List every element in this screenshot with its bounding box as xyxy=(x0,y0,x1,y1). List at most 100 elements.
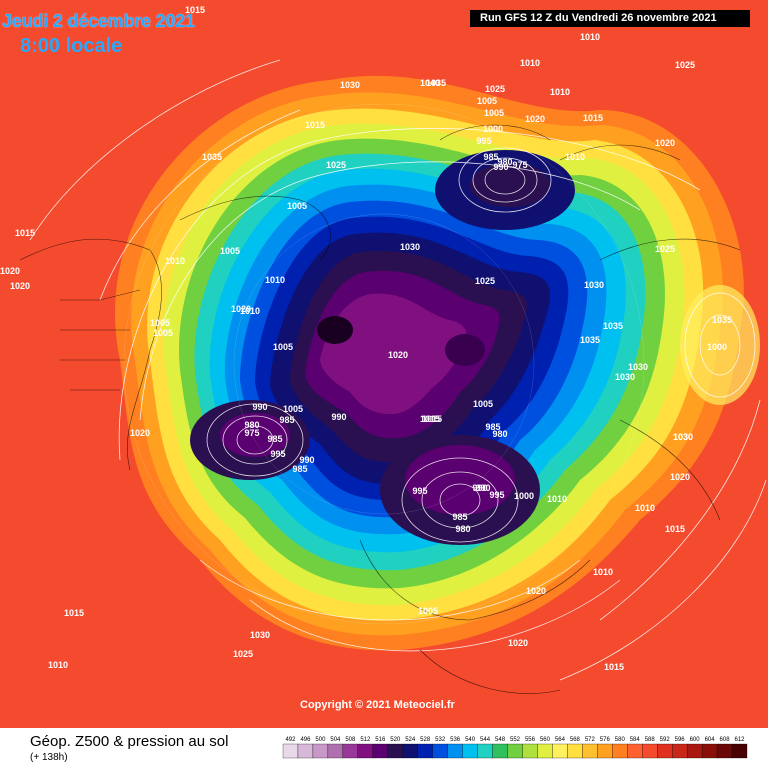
pressure-label: 1010 xyxy=(240,306,260,316)
pressure-label: 1020 xyxy=(130,428,150,438)
pressure-label: 975 xyxy=(512,160,527,170)
pressure-label: 975 xyxy=(244,428,259,438)
pressure-label: 985 xyxy=(485,422,500,432)
pressure-label: 990 xyxy=(331,412,346,422)
pressure-label: 1010 xyxy=(550,87,570,97)
pressure-label: 985 xyxy=(267,434,282,444)
scale-tick-label: 556 xyxy=(525,737,536,743)
pressure-label: 1005 xyxy=(473,399,493,409)
scale-tick-label: 508 xyxy=(345,737,356,743)
scale-swatch xyxy=(327,743,344,759)
scale-swatch xyxy=(552,743,568,759)
pressure-label: 1040 xyxy=(420,78,440,88)
pressure-label: 1030 xyxy=(628,362,648,372)
scale-tick-label: 584 xyxy=(630,737,641,743)
scale-tick-label: 520 xyxy=(390,737,401,743)
scale-tick-label: 544 xyxy=(480,737,491,743)
copyright-text: Copyright © 2021 Meteociel.fr xyxy=(300,699,455,711)
scale-swatch xyxy=(357,743,373,759)
scale-tick-label: 600 xyxy=(690,737,701,743)
scale-tick-label: 604 xyxy=(705,737,716,743)
pressure-label: 1035 xyxy=(202,152,222,162)
pressure-label: 1010 xyxy=(593,567,613,577)
pressure-label: 1015 xyxy=(422,414,442,424)
scale-swatch xyxy=(297,743,314,759)
pressure-label: 990 xyxy=(493,162,508,172)
pressure-label: 995 xyxy=(412,486,427,496)
graticule xyxy=(123,103,645,625)
pressure-label: 1005 xyxy=(484,108,504,118)
pressure-label: 990 xyxy=(299,455,314,465)
pressure-label: 1000 xyxy=(514,491,534,501)
pressure-label: 1010 xyxy=(580,32,600,42)
pressure-label: 980 xyxy=(497,157,512,167)
scale-tick-label: 532 xyxy=(435,737,446,743)
pressure-label: 1020 xyxy=(0,266,20,276)
pressure-label: 1030 xyxy=(250,630,270,640)
pressure-label: 1020 xyxy=(526,586,546,596)
secondary-lows xyxy=(190,150,760,545)
pressure-label: 1005 xyxy=(153,328,173,338)
pressure-label: 1035 xyxy=(580,335,600,345)
scale-tick-label: 496 xyxy=(300,737,311,743)
pressure-label: 985 xyxy=(279,415,294,425)
color-scale: 492 496 500 504 508 512 516 520 524 528 532 536 540 5… xyxy=(282,737,748,759)
scale-tick-label: 504 xyxy=(330,737,341,743)
pressure-label: 1010 xyxy=(565,152,585,162)
scale-swatch xyxy=(312,743,329,759)
pressure-label: 1005 xyxy=(220,246,240,256)
pressure-label: 1030 xyxy=(400,242,420,252)
pressure-label: 1000 xyxy=(483,124,503,134)
scale-tick-label: 536 xyxy=(450,737,461,743)
pressure-label: 1010 xyxy=(165,256,185,266)
scale-swatch xyxy=(417,743,433,759)
pressure-label: 1020 xyxy=(670,472,690,482)
scale-swatch xyxy=(731,743,748,759)
pressure-label: 980 xyxy=(244,420,259,430)
geopotential-bands xyxy=(115,75,744,651)
scale-swatch xyxy=(642,743,658,759)
coastlines xyxy=(19,124,741,694)
pressure-label: 1030 xyxy=(673,432,693,442)
scale-tick-label: 492 xyxy=(285,737,296,743)
pressure-label: 1010 xyxy=(635,503,655,513)
pressure-label: 1015 xyxy=(15,228,35,238)
scale-swatch xyxy=(612,743,628,759)
pressure-label: 985 xyxy=(452,512,467,522)
pressure-label: 1015 xyxy=(420,414,440,424)
pressure-label: 995 xyxy=(270,449,285,459)
pressure-label: 1010 xyxy=(265,275,285,285)
forecast-time: 8:00 locale xyxy=(20,35,123,57)
scale-tick-label: 592 xyxy=(660,737,671,743)
pressure-label: 995 xyxy=(489,490,504,500)
pressure-label: 1015 xyxy=(665,524,685,534)
pressure-label: 1035 xyxy=(603,321,623,331)
pressure-label: 1025 xyxy=(485,84,505,94)
pressure-label: 1025 xyxy=(655,244,675,254)
scale-tick-label: 548 xyxy=(495,737,506,743)
forecast-lead-time: (+ 138h) xyxy=(30,752,68,763)
scale-swatch xyxy=(507,743,523,759)
legend-footer: Géop. Z500 & pression au sol (+ 138h) 49… xyxy=(0,728,768,768)
scale-swatch xyxy=(477,743,493,759)
scale-tick-label: 572 xyxy=(585,737,596,743)
pressure-label: 1025 xyxy=(475,276,495,286)
pressure-label: 1015 xyxy=(604,662,624,672)
pressure-label: 1015 xyxy=(185,5,205,15)
pressure-label: 1030 xyxy=(340,80,360,90)
scale-swatch xyxy=(686,743,703,759)
pressure-label: 990 xyxy=(472,483,487,493)
pressure-label: 1035 xyxy=(712,315,732,325)
scale-swatch xyxy=(716,743,733,759)
scale-tick-label: 596 xyxy=(675,737,686,743)
scale-tick-label: 500 xyxy=(315,737,326,743)
scale-tick-label: 576 xyxy=(600,737,611,743)
pressure-label: 980 xyxy=(492,429,507,439)
scale-tick-label: 588 xyxy=(645,737,656,743)
pressure-label: 1020 xyxy=(10,281,30,291)
scale-tick-label: 560 xyxy=(540,737,551,743)
pressure-label: 995 xyxy=(476,136,491,146)
scale-swatch xyxy=(282,743,299,759)
scale-tick-label: 516 xyxy=(375,737,386,743)
